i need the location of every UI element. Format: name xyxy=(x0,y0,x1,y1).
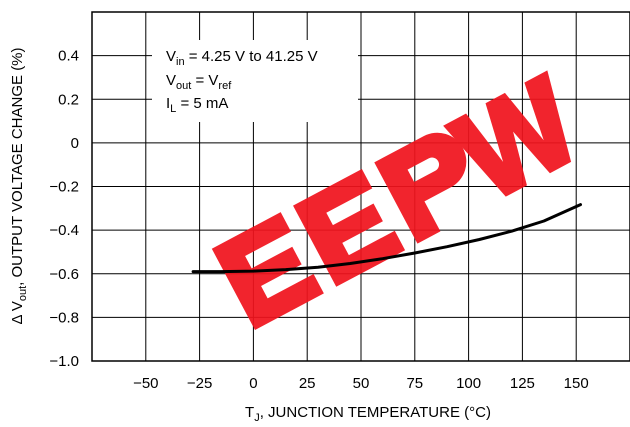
x-tick-label: 75 xyxy=(406,375,423,392)
annotation-text: = V xyxy=(191,72,218,89)
annotation-line: Vin = 4.25 V to 41.25 V xyxy=(166,48,318,68)
y-tick-label: −0.4 xyxy=(49,222,79,239)
x-tick-label: 50 xyxy=(353,375,370,392)
x-tick-label: 100 xyxy=(456,375,481,392)
watermark-logo xyxy=(211,70,572,330)
x-tick-label: 150 xyxy=(564,375,589,392)
annotation-text: = 4.25 V to 41.25 V xyxy=(185,48,318,65)
series-layer xyxy=(191,203,582,274)
annotation-text: = 5 mA xyxy=(176,95,228,112)
x-tick-label: 25 xyxy=(299,375,316,392)
annotation-symbol: I xyxy=(166,95,170,112)
watermark-letter-e xyxy=(293,168,406,287)
annotation-subscript: in xyxy=(176,56,185,68)
watermark-letter-w xyxy=(443,70,572,197)
series-line xyxy=(191,203,582,274)
y-tick-label: 0.2 xyxy=(58,91,79,108)
annotation-line: IL = 5 mA xyxy=(166,95,228,115)
annotation-symbol: V xyxy=(166,72,176,89)
y-tick-label: −0.6 xyxy=(49,266,79,283)
annotation-subscript: ref xyxy=(218,80,232,92)
x-tick-label: 125 xyxy=(510,375,535,392)
y-tick-label: 0.4 xyxy=(58,48,79,65)
watermark-letter-p xyxy=(374,132,467,244)
y-tick-labels: 0.4 0.2 0 −0.2 −0.4 −0.6 −0.8 −1.0 xyxy=(49,48,79,370)
y-axis-label: Δ Vout, OUTPUT VOLTAGE CHANGE (%) xyxy=(9,47,29,324)
x-tick-label: −25 xyxy=(187,375,212,392)
annotation-subscript: out xyxy=(176,80,191,92)
y-tick-label: −1.0 xyxy=(49,353,79,370)
x-tick-labels: −50 −25 0 25 50 75 100 125 150 xyxy=(133,375,589,392)
y-tick-label: 0 xyxy=(71,135,79,152)
y-tick-label: −0.8 xyxy=(49,309,79,326)
annotation-subscript: L xyxy=(170,103,176,115)
annotation-symbol: V xyxy=(166,48,176,65)
annotation-box xyxy=(152,40,358,122)
x-axis-label: TJ, JUNCTION TEMPERATURE (°C) xyxy=(245,404,491,424)
y-tick-label: −0.2 xyxy=(49,179,79,196)
watermark-letters xyxy=(211,70,572,330)
plot-frame xyxy=(91,11,630,362)
x-tick-label: 0 xyxy=(249,375,257,392)
x-tick-label: −50 xyxy=(133,375,158,392)
annotation-line: Vout = Vref xyxy=(166,72,232,92)
